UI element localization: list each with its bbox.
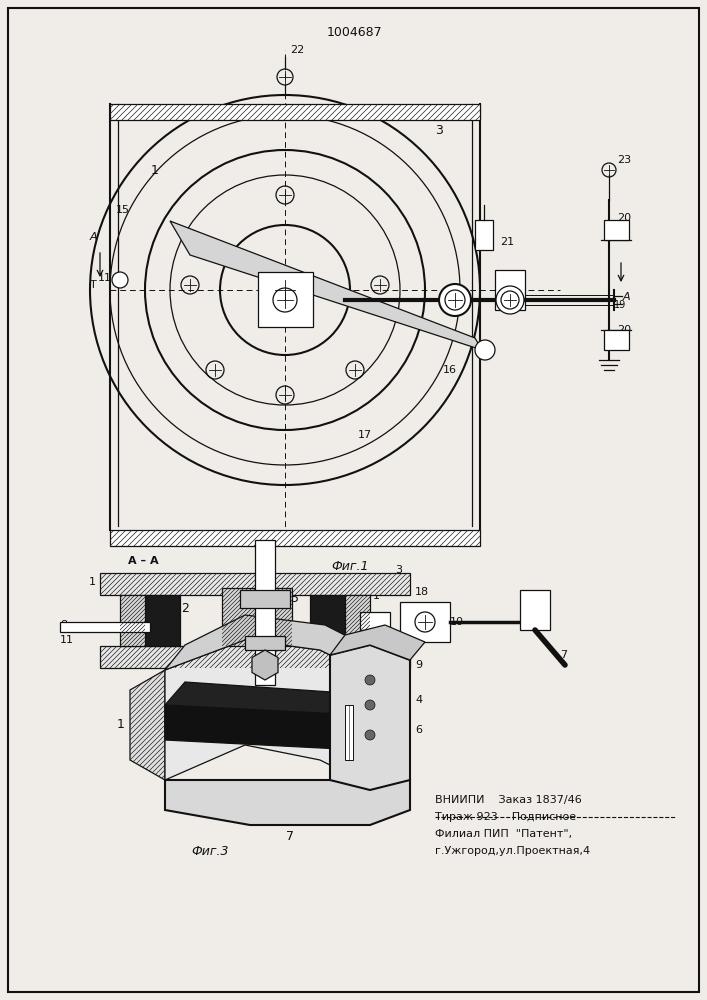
Bar — [475, 220, 493, 250]
Text: 20: 20 — [617, 213, 631, 223]
Text: Фиг.3: Фиг.3 — [192, 845, 229, 858]
Text: А: А — [89, 232, 97, 242]
Bar — [604, 330, 629, 350]
Text: г.Ужгород,ул.Проектная,4: г.Ужгород,ул.Проектная,4 — [435, 846, 590, 856]
Bar — [258, 272, 313, 327]
Text: Тираж 923    Подписное: Тираж 923 Подписное — [435, 812, 576, 822]
Text: 22: 22 — [290, 45, 304, 55]
Bar — [245, 636, 285, 650]
Text: 3: 3 — [395, 565, 402, 575]
Bar — [222, 588, 292, 646]
Bar — [310, 595, 345, 646]
Text: 10: 10 — [450, 617, 464, 627]
Text: Филиал ПИП  "Патент",: Филиал ПИП "Патент", — [435, 829, 572, 839]
Text: 20: 20 — [617, 325, 631, 335]
Bar — [110, 104, 480, 120]
Text: Т: Т — [90, 280, 96, 290]
Bar — [145, 595, 180, 646]
Circle shape — [365, 700, 375, 710]
Text: 15: 15 — [116, 205, 130, 215]
Bar — [100, 646, 410, 668]
Bar — [100, 573, 410, 595]
Text: 11: 11 — [60, 635, 74, 645]
Text: 1004687: 1004687 — [326, 25, 382, 38]
Polygon shape — [165, 780, 410, 825]
Circle shape — [439, 284, 471, 316]
Bar — [240, 590, 290, 608]
Polygon shape — [130, 670, 165, 780]
Text: 23: 23 — [617, 155, 631, 165]
Text: 19: 19 — [614, 300, 626, 310]
Text: 1: 1 — [89, 577, 96, 587]
Circle shape — [365, 730, 375, 740]
Text: Фиг.1: Фиг.1 — [332, 560, 369, 573]
Text: Фиг.2: Фиг.2 — [271, 698, 309, 711]
Text: 7: 7 — [286, 830, 294, 843]
Bar — [255, 540, 275, 685]
Bar — [400, 602, 450, 642]
Text: А – А: А – А — [128, 556, 158, 566]
Circle shape — [475, 340, 495, 360]
Text: 12: 12 — [231, 675, 245, 685]
Text: 1: 1 — [117, 718, 125, 732]
Bar — [360, 612, 390, 630]
Bar — [520, 590, 550, 630]
Text: 9: 9 — [415, 660, 422, 670]
Circle shape — [496, 286, 524, 314]
Bar — [604, 220, 629, 240]
Circle shape — [112, 272, 128, 288]
Circle shape — [365, 675, 375, 685]
Polygon shape — [165, 682, 375, 715]
Bar — [495, 270, 525, 310]
Text: 16: 16 — [443, 365, 457, 375]
Text: 17: 17 — [358, 430, 372, 440]
Text: 14: 14 — [258, 560, 272, 570]
Bar — [60, 622, 150, 632]
Text: 1: 1 — [151, 163, 159, 176]
Text: 2: 2 — [181, 602, 189, 615]
Text: 13: 13 — [260, 685, 272, 695]
Text: 1: 1 — [373, 591, 380, 601]
Polygon shape — [165, 640, 360, 780]
Bar — [345, 595, 370, 646]
Text: 18: 18 — [415, 587, 429, 597]
Text: 5: 5 — [291, 592, 299, 605]
Polygon shape — [330, 625, 425, 660]
Text: 3: 3 — [435, 123, 443, 136]
Bar — [345, 705, 353, 760]
Text: 4: 4 — [415, 695, 422, 705]
Polygon shape — [330, 645, 410, 790]
Polygon shape — [165, 705, 360, 750]
Text: А: А — [623, 292, 631, 302]
Text: ВНИИПИ    Заказ 1837/46: ВНИИПИ Заказ 1837/46 — [435, 795, 582, 805]
Bar — [120, 595, 145, 646]
Text: 6: 6 — [415, 725, 422, 735]
Bar — [110, 530, 480, 546]
Text: 21: 21 — [500, 237, 514, 247]
Text: 11: 11 — [98, 273, 112, 283]
Text: 7: 7 — [560, 650, 567, 660]
Polygon shape — [170, 221, 482, 350]
Text: 8: 8 — [60, 620, 67, 630]
Polygon shape — [165, 615, 370, 670]
